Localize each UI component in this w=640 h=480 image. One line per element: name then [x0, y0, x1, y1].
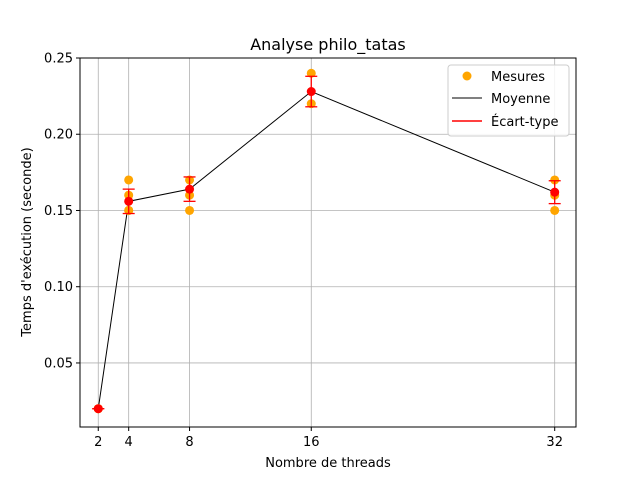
- x-axis-title: Nombre de threads: [265, 456, 391, 471]
- x-tick-label: 2: [94, 435, 102, 450]
- legend: Mesures Moyenne Écart-type: [447, 64, 570, 137]
- legend-box: [447, 64, 570, 137]
- legend-label-mean: Moyenne: [491, 92, 550, 107]
- measure-point: [550, 205, 560, 215]
- x-tick-label: 16: [303, 435, 320, 450]
- y-axis-title: Temps d'exécution (seconde): [20, 147, 35, 337]
- x-tick-label: 8: [185, 435, 193, 450]
- y-axis: 0.05 0.10 0.15 0.20 0.25: [44, 52, 80, 371]
- measure-point: [124, 175, 134, 185]
- mean-point: [550, 187, 560, 197]
- chart-title: Analyse philo_tatas: [250, 35, 406, 55]
- x-axis: 2 4 8 16 32: [94, 427, 563, 450]
- x-tick-label: 32: [546, 435, 563, 450]
- plot-frame: [79, 57, 577, 428]
- mean-point: [306, 87, 316, 97]
- y-tick-label: 0.20: [44, 128, 73, 143]
- y-tick-label: 0.05: [44, 356, 73, 371]
- legend-label-measures: Mesures: [491, 70, 545, 85]
- measure-point: [550, 175, 560, 185]
- y-tick-label: 0.15: [44, 204, 73, 219]
- mean-point: [124, 196, 134, 206]
- y-tick-label: 0.10: [44, 280, 73, 295]
- legend-label-std: Écart-type: [491, 114, 559, 130]
- legend-marker-measures: [462, 71, 472, 81]
- mean-point: [185, 184, 195, 194]
- y-tick-label: 0.25: [44, 52, 73, 67]
- measure-point: [185, 205, 195, 215]
- x-tick-label: 4: [125, 435, 133, 450]
- mean-point: [93, 404, 103, 414]
- std-series: [92, 75, 561, 414]
- measure-point: [306, 68, 316, 78]
